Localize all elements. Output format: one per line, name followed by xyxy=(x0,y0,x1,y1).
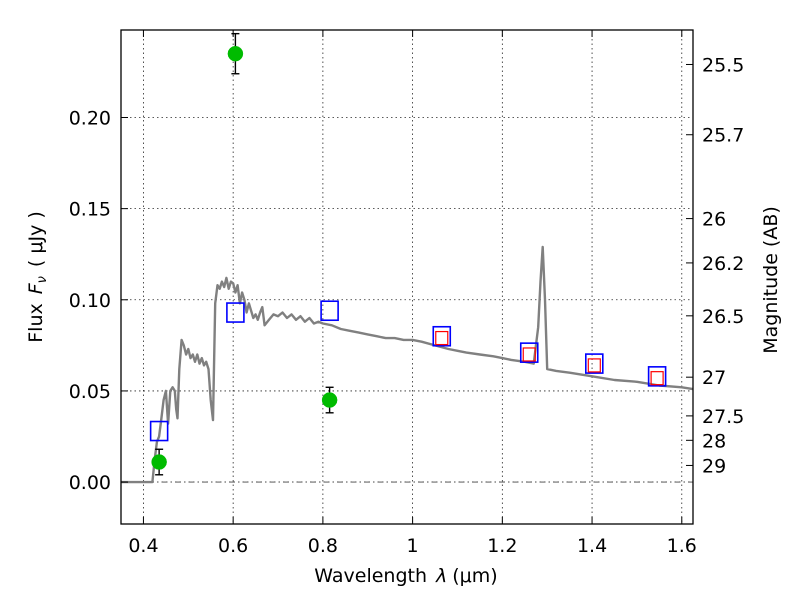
x-tick-label: 0.4 xyxy=(128,535,158,557)
y-tick-label: 0.00 xyxy=(69,472,111,494)
y-tick-label: 0.20 xyxy=(69,107,111,129)
y2-axis-label: Magnitude (AB) xyxy=(760,206,782,354)
magnitude-tick-label: 25.7 xyxy=(702,125,744,147)
magnitude-tick-label: 27.5 xyxy=(702,406,744,428)
model-photometry-square xyxy=(585,353,604,374)
observed-flux-point xyxy=(151,454,167,470)
y-axis-label: FluxFν( μJy ) xyxy=(25,211,50,343)
x-tick-label: 1.2 xyxy=(487,535,517,557)
series-layer xyxy=(121,32,694,484)
x-tick-label: 0.6 xyxy=(218,535,248,557)
x-tick-label: 1.4 xyxy=(577,535,607,557)
model-photometry-square xyxy=(432,325,452,347)
plot-background xyxy=(121,30,693,524)
magnitude-tick-label: 26 xyxy=(702,209,726,231)
upper-limit-square xyxy=(435,330,449,346)
y-tick-label: 0.15 xyxy=(69,199,111,221)
model-photometry-square xyxy=(519,342,539,363)
magnitude-tick-label: 25.5 xyxy=(702,54,744,76)
observed-flux-point xyxy=(321,392,338,408)
x-tick-label: 0.8 xyxy=(308,535,338,557)
x-tick-label: 1.6 xyxy=(667,535,697,557)
magnitude-tick-label: 26.2 xyxy=(702,253,744,275)
model-photometry-square xyxy=(149,420,169,442)
model-photometry-square xyxy=(226,302,245,323)
upper-limit-square xyxy=(650,371,664,386)
magnitude-tick-label: 29 xyxy=(702,455,726,477)
upper-limit-square xyxy=(522,347,536,362)
magnitude-tick-label: 27 xyxy=(702,367,726,389)
axes-layer: 0.4 0.6 0.8 1 1.2 1.4 1.6 0.00 0.05 0.10 0.15 0.20 2… xyxy=(69,30,744,557)
upper-limit-square xyxy=(587,358,601,373)
x-tick-label: 1 xyxy=(407,535,419,557)
model-photometry-square xyxy=(647,366,667,387)
plot-frame xyxy=(120,29,694,525)
y-tick-label: 0.10 xyxy=(69,290,111,312)
y-tick-label: 0.05 xyxy=(69,381,111,403)
magnitude-tick-label: 28 xyxy=(702,430,726,452)
magnitude-tick-label: 26.5 xyxy=(702,306,744,328)
model-spectrum-line xyxy=(121,245,694,484)
observed-flux-point xyxy=(227,45,244,62)
x-axis-label: Wavelength λ (μm) xyxy=(314,565,497,587)
model-photometry-square xyxy=(320,300,339,322)
